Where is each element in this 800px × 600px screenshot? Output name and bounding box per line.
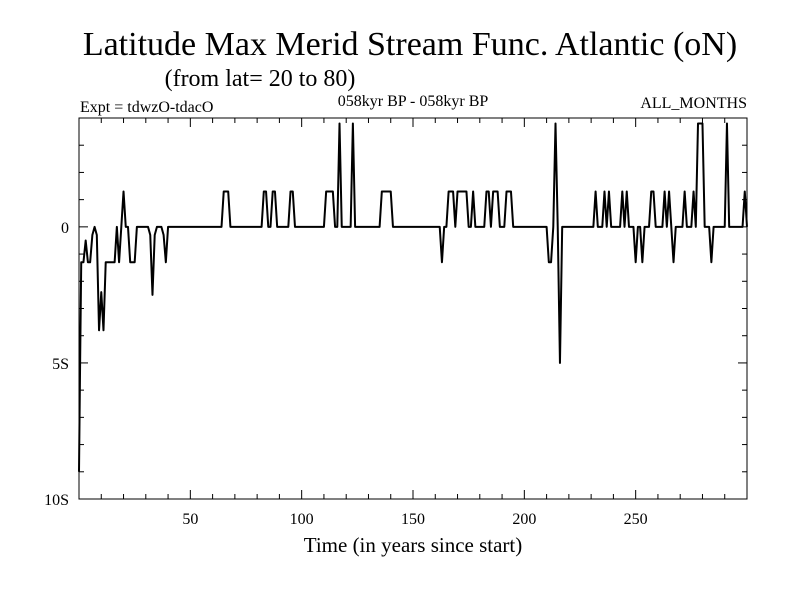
y-tick-label: 5S [52, 356, 69, 373]
chart-title: Latitude Max Merid Stream Func. Atlantic… [83, 26, 737, 63]
experiment-label: Expt = tdwzO-tdacO [80, 99, 213, 116]
plot-frame [78, 117, 748, 500]
x-tick-label: 150 [401, 511, 425, 528]
x-tick-label: 250 [624, 511, 648, 528]
x-tick-labels: 50 100 150 200 250 [182, 511, 647, 528]
x-tick-label: 50 [182, 511, 198, 528]
x-tick-label: 100 [290, 511, 314, 528]
axis-ticks [79, 117, 747, 499]
months-label: ALL_MONTHS [640, 95, 747, 112]
period-label: 058kyr BP - 058kyr BP [338, 93, 489, 110]
series-line [78, 122, 748, 472]
chart-subtitle: (from lat= 20 to 80) [165, 66, 356, 92]
x-tick-label: 200 [512, 511, 536, 528]
y-tick-labels: 0 5S 10S [44, 220, 69, 509]
y-tick-label: 0 [61, 220, 69, 237]
y-tick-label: 10S [44, 492, 69, 509]
x-axis-label: Time (in years since start) [304, 533, 523, 557]
